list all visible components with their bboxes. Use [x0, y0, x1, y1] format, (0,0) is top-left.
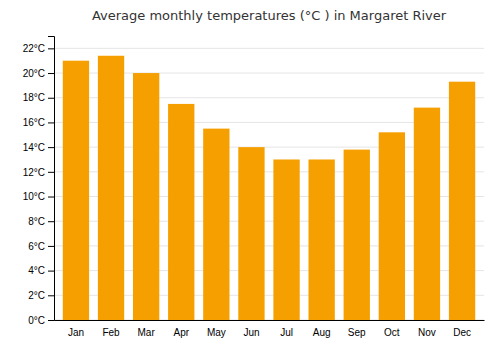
- y-tick-label: 8°C: [28, 216, 45, 227]
- y-tick-mark: [48, 246, 54, 247]
- x-axis-line: [55, 320, 485, 321]
- x-tick-label: Jul: [280, 327, 293, 338]
- y-tick: 16°C: [23, 117, 54, 128]
- title: Average monthly temperatures (°C ) in Ma…: [92, 8, 447, 23]
- x-tick-label: Jan: [68, 327, 84, 338]
- y-tick: 6°C: [28, 241, 54, 252]
- y-tick-mark: [48, 295, 54, 296]
- x-axis: Jan Feb Mar Apr May Jun Jul Aug Sep Oct Nov Dec: [55, 321, 485, 339]
- y-tick-mark: [48, 147, 54, 148]
- x-tick: Dec: [453, 327, 471, 338]
- y-tick: 8°C: [28, 216, 54, 227]
- x-tick: Nov: [418, 327, 436, 338]
- x-tick-label: Apr: [173, 327, 189, 338]
- x-tick-label: Dec: [453, 327, 471, 338]
- y-tick-mark: [48, 197, 54, 198]
- x-tick: Aug: [313, 327, 331, 338]
- y-tick-label: 2°C: [28, 290, 45, 301]
- y-tick-label: 6°C: [28, 241, 45, 252]
- x-tick-label: Feb: [102, 327, 120, 338]
- x-tick: Oct: [384, 327, 400, 338]
- y-tick: 22°C: [23, 43, 54, 54]
- y-tick: 18°C: [23, 92, 54, 103]
- x-tick: Jun: [243, 327, 259, 338]
- y-tick-label: 12°C: [23, 167, 45, 178]
- bar: [203, 129, 229, 320]
- bar: [308, 159, 334, 320]
- x-tick: Apr: [173, 327, 189, 338]
- x-tick-label: Mar: [138, 327, 156, 338]
- y-tick-label: 0°C: [28, 315, 45, 326]
- y-tick-mark: [48, 122, 54, 123]
- y-axis: 0°C 2°C 4°C 6°C 8°C 10°C 12°C 14°C 16°C 18°C 20°C 2…: [23, 37, 55, 326]
- y-tick-mark: [48, 98, 54, 99]
- bar: [344, 150, 370, 320]
- y-tick-mark: [48, 320, 54, 321]
- x-tick-label: Nov: [418, 327, 436, 338]
- x-tick-label: Sep: [348, 327, 366, 338]
- y-tick-label: 18°C: [23, 92, 45, 103]
- y-tick-mark: [48, 172, 54, 173]
- x-tick-label: Jun: [243, 327, 259, 338]
- bar: [168, 104, 194, 320]
- bar: [98, 56, 124, 320]
- y-tick: 4°C: [28, 265, 54, 276]
- y-tick-mark: [48, 48, 54, 49]
- x-tick-label: Aug: [313, 327, 331, 338]
- y-tick-mark: [48, 221, 54, 222]
- bar: [449, 82, 475, 320]
- x-tick: Mar: [138, 327, 156, 338]
- plot-area: [63, 56, 475, 320]
- x-tick: Jul: [280, 327, 293, 338]
- x-tick-label: May: [207, 327, 226, 338]
- x-tick: Sep: [348, 327, 366, 338]
- y-tick-label: 10°C: [23, 191, 45, 202]
- grid-line: [54, 48, 484, 49]
- y-tick: 0°C: [28, 315, 54, 326]
- y-axis-line: [48, 37, 55, 321]
- x-tick-label: Oct: [384, 327, 400, 338]
- y-tick: 20°C: [23, 68, 54, 79]
- bar: [133, 73, 159, 320]
- x-tick: Jan: [68, 327, 84, 338]
- y-tick-label: 22°C: [23, 43, 45, 54]
- y-tick: 2°C: [28, 290, 54, 301]
- y-tick-label: 14°C: [23, 142, 45, 153]
- bar: [238, 147, 264, 320]
- y-tick-label: 16°C: [23, 117, 45, 128]
- bar: [273, 159, 299, 320]
- y-tick-label: 20°C: [23, 68, 45, 79]
- y-tick-mark: [48, 73, 54, 74]
- y-tick: 10°C: [23, 191, 54, 202]
- y-tick: 12°C: [23, 167, 54, 178]
- y-tick: 14°C: [23, 142, 54, 153]
- bar: [379, 132, 405, 320]
- bar: [414, 108, 440, 320]
- x-tick: May: [207, 327, 226, 338]
- chart-svg: 0°C 2°C 4°C 6°C 8°C 10°C 12°C 14°C 16°C 18°C 20°C 2…: [0, 0, 500, 350]
- y-tick-label: 4°C: [28, 265, 45, 276]
- y-tick-mark: [48, 271, 54, 272]
- chart-container: 0°C 2°C 4°C 6°C 8°C 10°C 12°C 14°C 16°C 18°C 20°C 2…: [0, 0, 500, 350]
- bar: [63, 61, 89, 320]
- x-tick: Feb: [102, 327, 120, 338]
- grid: [54, 48, 484, 320]
